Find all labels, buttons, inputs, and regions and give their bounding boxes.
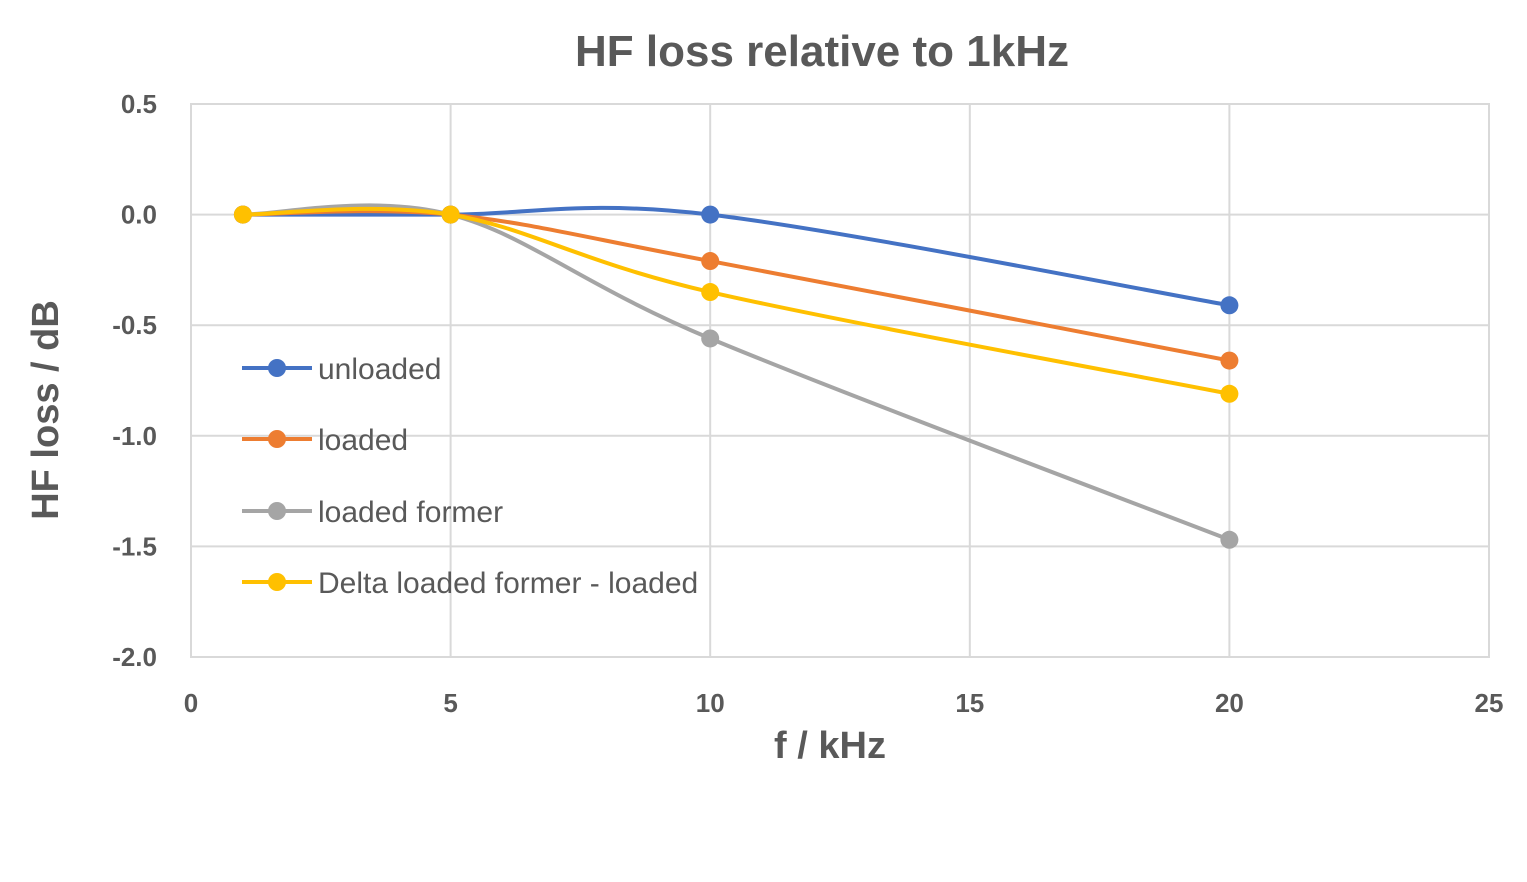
legend-item: unloaded	[242, 353, 441, 386]
series-line	[240, 203, 1232, 542]
data-point	[1220, 351, 1239, 370]
legend-swatch-marker	[268, 430, 286, 448]
y-axis-title: HF loss / dB	[25, 300, 67, 520]
series-line	[240, 209, 1232, 363]
data-point	[441, 205, 460, 224]
x-tick-label: 25	[1475, 688, 1504, 718]
legend-label: loaded	[318, 424, 408, 457]
x-axis-ticks: 0 5 10 15 20 25	[184, 688, 1504, 718]
series-loaded	[233, 205, 1239, 370]
x-tick-label: 0	[184, 688, 198, 718]
x-axis-title: f / kHz	[774, 725, 886, 767]
data-point	[701, 205, 720, 224]
y-tick-label: 0.5	[121, 89, 157, 119]
plot-area-frame	[190, 103, 1490, 658]
y-tick-label: -1.0	[112, 421, 157, 451]
data-point	[233, 205, 252, 224]
legend-item: loaded	[242, 424, 408, 457]
data-point	[701, 329, 720, 348]
legend: unloaded loaded loaded former Delta loaded …	[242, 353, 698, 600]
series-delta-loaded-former-loaded	[233, 205, 1239, 403]
chart-title: HF loss relative to 1kHz	[575, 27, 1069, 76]
data-point	[1220, 384, 1239, 403]
series-line	[240, 205, 1232, 308]
legend-item: Delta loaded former - loaded	[242, 567, 698, 600]
x-tick-label: 15	[955, 688, 984, 718]
data-point	[1220, 530, 1239, 549]
x-tick-label: 5	[443, 688, 457, 718]
series	[233, 203, 1239, 549]
legend-label: Delta loaded former - loaded	[318, 567, 698, 600]
x-tick-label: 10	[696, 688, 725, 718]
data-point	[701, 252, 720, 271]
y-tick-label: -2.0	[112, 642, 157, 672]
legend-swatch-marker	[268, 502, 286, 520]
y-tick-label: -1.5	[112, 531, 157, 561]
data-point	[701, 283, 720, 302]
legend-swatch-marker	[268, 359, 286, 377]
grid	[191, 104, 1489, 657]
legend-label: unloaded	[318, 353, 441, 386]
legend-item: loaded former	[242, 496, 503, 529]
legend-swatch-marker	[268, 573, 286, 591]
y-tick-label: 0.0	[121, 200, 157, 230]
x-tick-label: 20	[1215, 688, 1244, 718]
data-point	[1220, 296, 1239, 315]
y-axis-ticks: 0.5 0.0 -0.5 -1.0 -1.5 -2.0	[112, 89, 157, 672]
y-tick-label: -0.5	[112, 310, 157, 340]
legend-label: loaded former	[318, 496, 503, 529]
series-line	[240, 206, 1232, 396]
